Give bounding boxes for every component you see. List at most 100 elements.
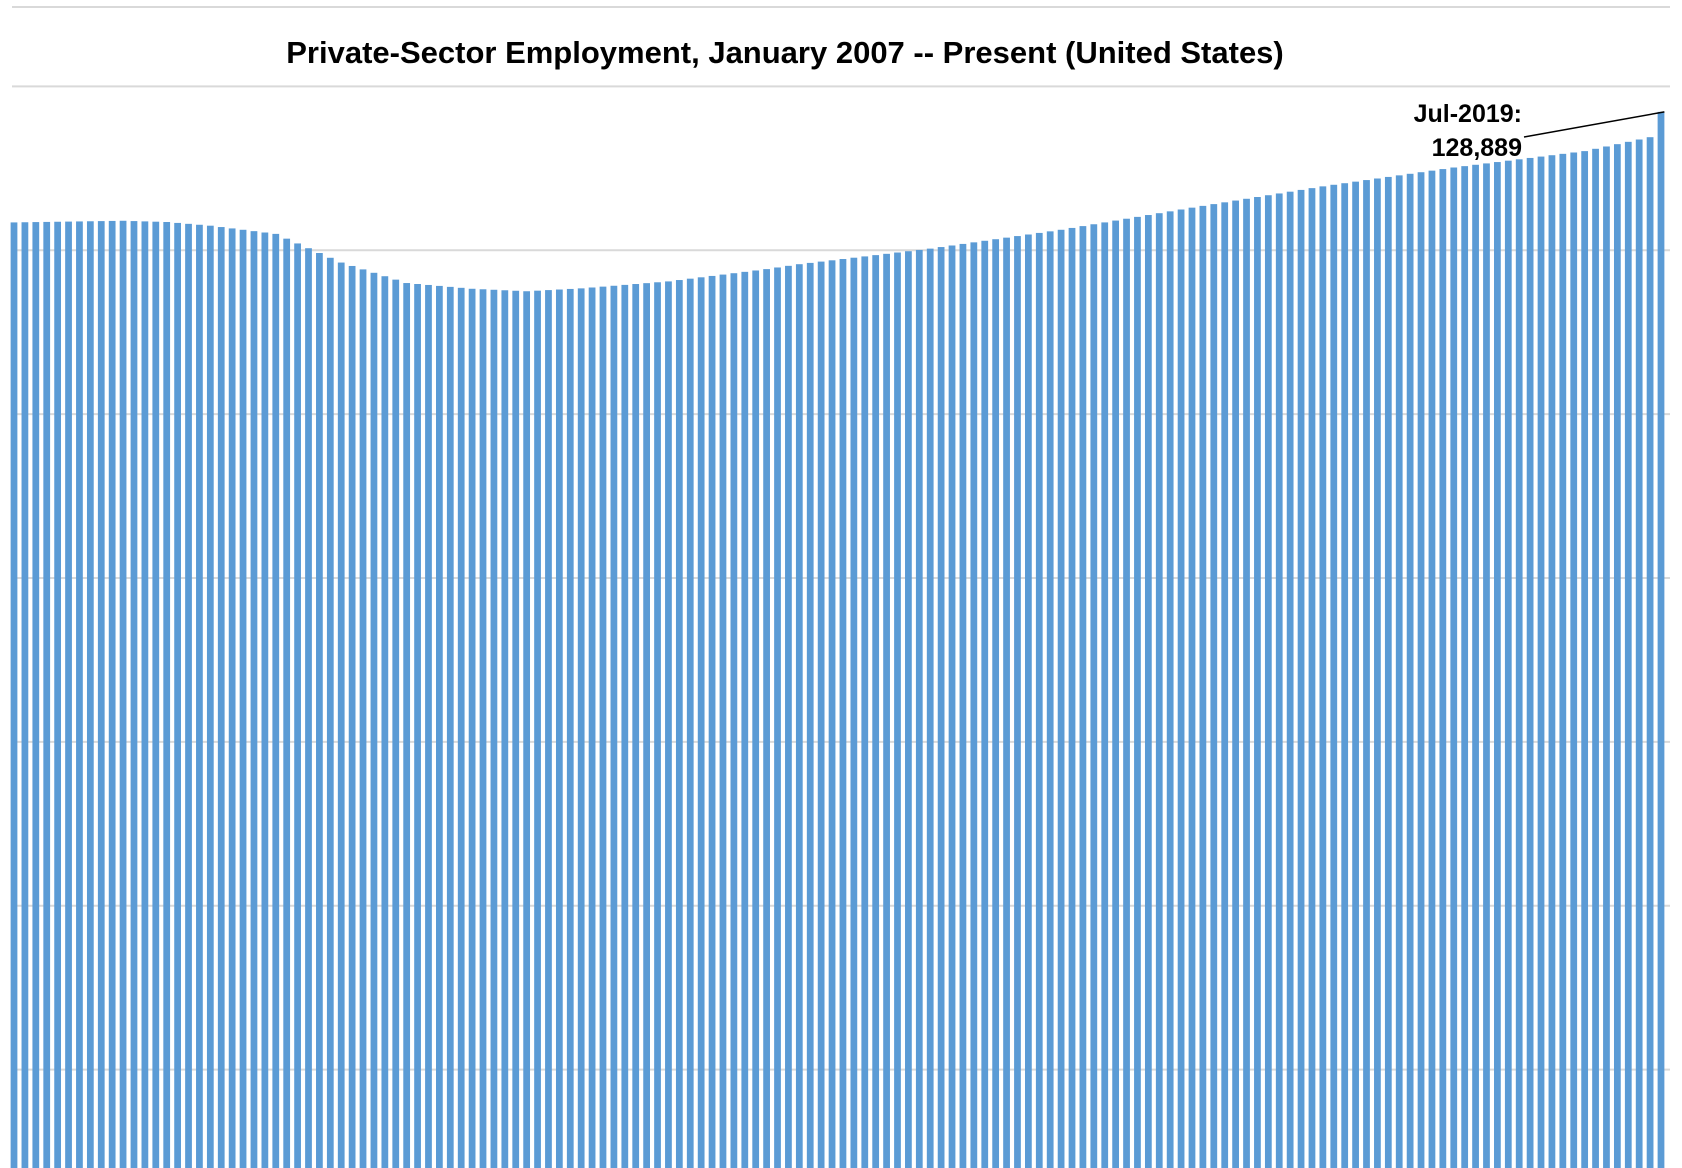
bar-aug-2018 (1526, 157, 1534, 1168)
bar-oct-2015 (1155, 213, 1163, 1168)
bar-feb-2016 (1199, 205, 1207, 1168)
bar-oct-2011 (632, 284, 640, 1168)
bar-nov-2011 (643, 283, 650, 1168)
bar-jan-2013 (795, 264, 803, 1168)
bar-aug-2011 (610, 285, 618, 1168)
bar-jan-2015 (1057, 229, 1065, 1168)
bar-may-2013 (839, 259, 847, 1168)
bar-dec-2014 (1046, 231, 1054, 1168)
bar-apr-2010 (436, 285, 443, 1168)
bar-feb-2018 (1461, 166, 1469, 1168)
bar-dec-2017 (1439, 169, 1447, 1168)
bar-aug-2015 (1134, 216, 1141, 1168)
bar-nov-2010 (512, 290, 520, 1168)
bar-feb-2013 (806, 262, 814, 1168)
bar-may-2015 (1101, 222, 1109, 1168)
bar-jul-2010 (468, 288, 476, 1168)
bar-jan-2014 (926, 248, 934, 1168)
bar-jul-2007 (76, 221, 83, 1168)
bars (10, 111, 1665, 1168)
bar-jun-2012 (719, 274, 727, 1168)
bar-apr-2015 (1090, 224, 1098, 1168)
bar-apr-2018 (1483, 163, 1490, 1168)
bar-dec-2016 (1308, 188, 1316, 1168)
bar-jun-2017 (1374, 178, 1381, 1168)
bar-feb-2007 (21, 222, 29, 1168)
bar-sep-2018 (1537, 156, 1545, 1168)
bar-aug-2013 (872, 255, 880, 1168)
bar-may-2018 (1494, 162, 1501, 1168)
bar-jul-2013 (861, 256, 869, 1168)
bar-aug-2017 (1395, 175, 1403, 1168)
callout-leader-line (1523, 111, 1665, 138)
bar-oct-2010 (501, 290, 509, 1168)
bar-may-2008 (185, 223, 192, 1168)
bar-jan-2017 (1319, 186, 1327, 1168)
bar-jul-2019 (1646, 137, 1654, 1168)
bar-jul-2008 (206, 225, 214, 1168)
bar-jun-2013 (850, 257, 858, 1168)
bar-may-2017 (1363, 180, 1370, 1168)
bar-mar-2014 (948, 245, 956, 1168)
bar-jan-2008 (141, 221, 149, 1168)
callout-value: 128,889 (1432, 134, 1522, 162)
bar-oct-2013 (894, 252, 901, 1168)
bar-jun-2010 (457, 287, 465, 1168)
bar-mar-2016 (1210, 204, 1218, 1168)
bar-apr-2009 (305, 248, 312, 1168)
bar-jul-2009 (337, 262, 345, 1168)
bar-jan-2010 (403, 283, 411, 1168)
bar-sep-2013 (883, 253, 890, 1168)
bar-jan-2019 (1581, 151, 1589, 1168)
bar-jul-2011 (599, 286, 607, 1168)
bar-jun-2009 (326, 257, 334, 1168)
bar-aug-2016 (1264, 195, 1272, 1168)
bar-jul-2018 (1515, 159, 1523, 1168)
data-callout: Jul-2019: 128,889 (1414, 100, 1665, 162)
bar-jun-2018 (1504, 160, 1512, 1168)
bar-aug-2010 (479, 289, 487, 1168)
bar-dec-2011 (654, 282, 661, 1168)
bar-may-2012 (708, 275, 716, 1168)
bar-may-2011 (577, 288, 585, 1168)
bar-aug-2019 (1657, 111, 1665, 1168)
bar-dec-2008 (261, 232, 269, 1168)
bar-jun-2014 (981, 240, 989, 1168)
bar-may-2007 (54, 221, 62, 1168)
bar-mar-2019 (1603, 146, 1610, 1168)
bar-jan-2018 (1450, 167, 1458, 1168)
bar-jul-2016 (1254, 197, 1261, 1168)
bar-jan-2012 (665, 281, 672, 1168)
bar-apr-2016 (1221, 202, 1229, 1168)
bar-sep-2017 (1406, 173, 1414, 1168)
bar-jan-2016 (1188, 207, 1196, 1168)
bar-dec-2010 (523, 291, 531, 1168)
bar-sep-2011 (621, 284, 629, 1168)
bar-nov-2007 (119, 220, 127, 1168)
bar-sep-2010 (490, 289, 498, 1168)
bar-mar-2009 (294, 243, 301, 1168)
bar-apr-2014 (959, 243, 967, 1168)
bar-jul-2015 (1123, 218, 1130, 1168)
bar-feb-2014 (937, 247, 945, 1168)
bar-mar-2017 (1341, 183, 1349, 1168)
bar-dec-2007 (130, 221, 138, 1168)
bar-mar-2008 (163, 222, 171, 1168)
bar-may-2019 (1624, 141, 1632, 1168)
bar-nov-2008 (250, 231, 258, 1168)
bar-jul-2012 (730, 273, 738, 1168)
bar-jun-2007 (65, 221, 72, 1168)
bar-apr-2013 (828, 260, 836, 1168)
bar-mar-2012 (686, 278, 694, 1168)
bar-mar-2010 (425, 284, 432, 1168)
bar-mar-2007 (32, 222, 40, 1168)
bar-sep-2014 (1014, 236, 1021, 1168)
bar-may-2010 (446, 286, 454, 1168)
bar-mar-2013 (817, 261, 825, 1168)
bar-may-2014 (970, 242, 978, 1168)
bar-jun-2015 (1112, 220, 1120, 1168)
bar-aug-2007 (86, 221, 94, 1168)
bar-feb-2017 (1330, 184, 1338, 1168)
bar-apr-2007 (43, 221, 51, 1168)
